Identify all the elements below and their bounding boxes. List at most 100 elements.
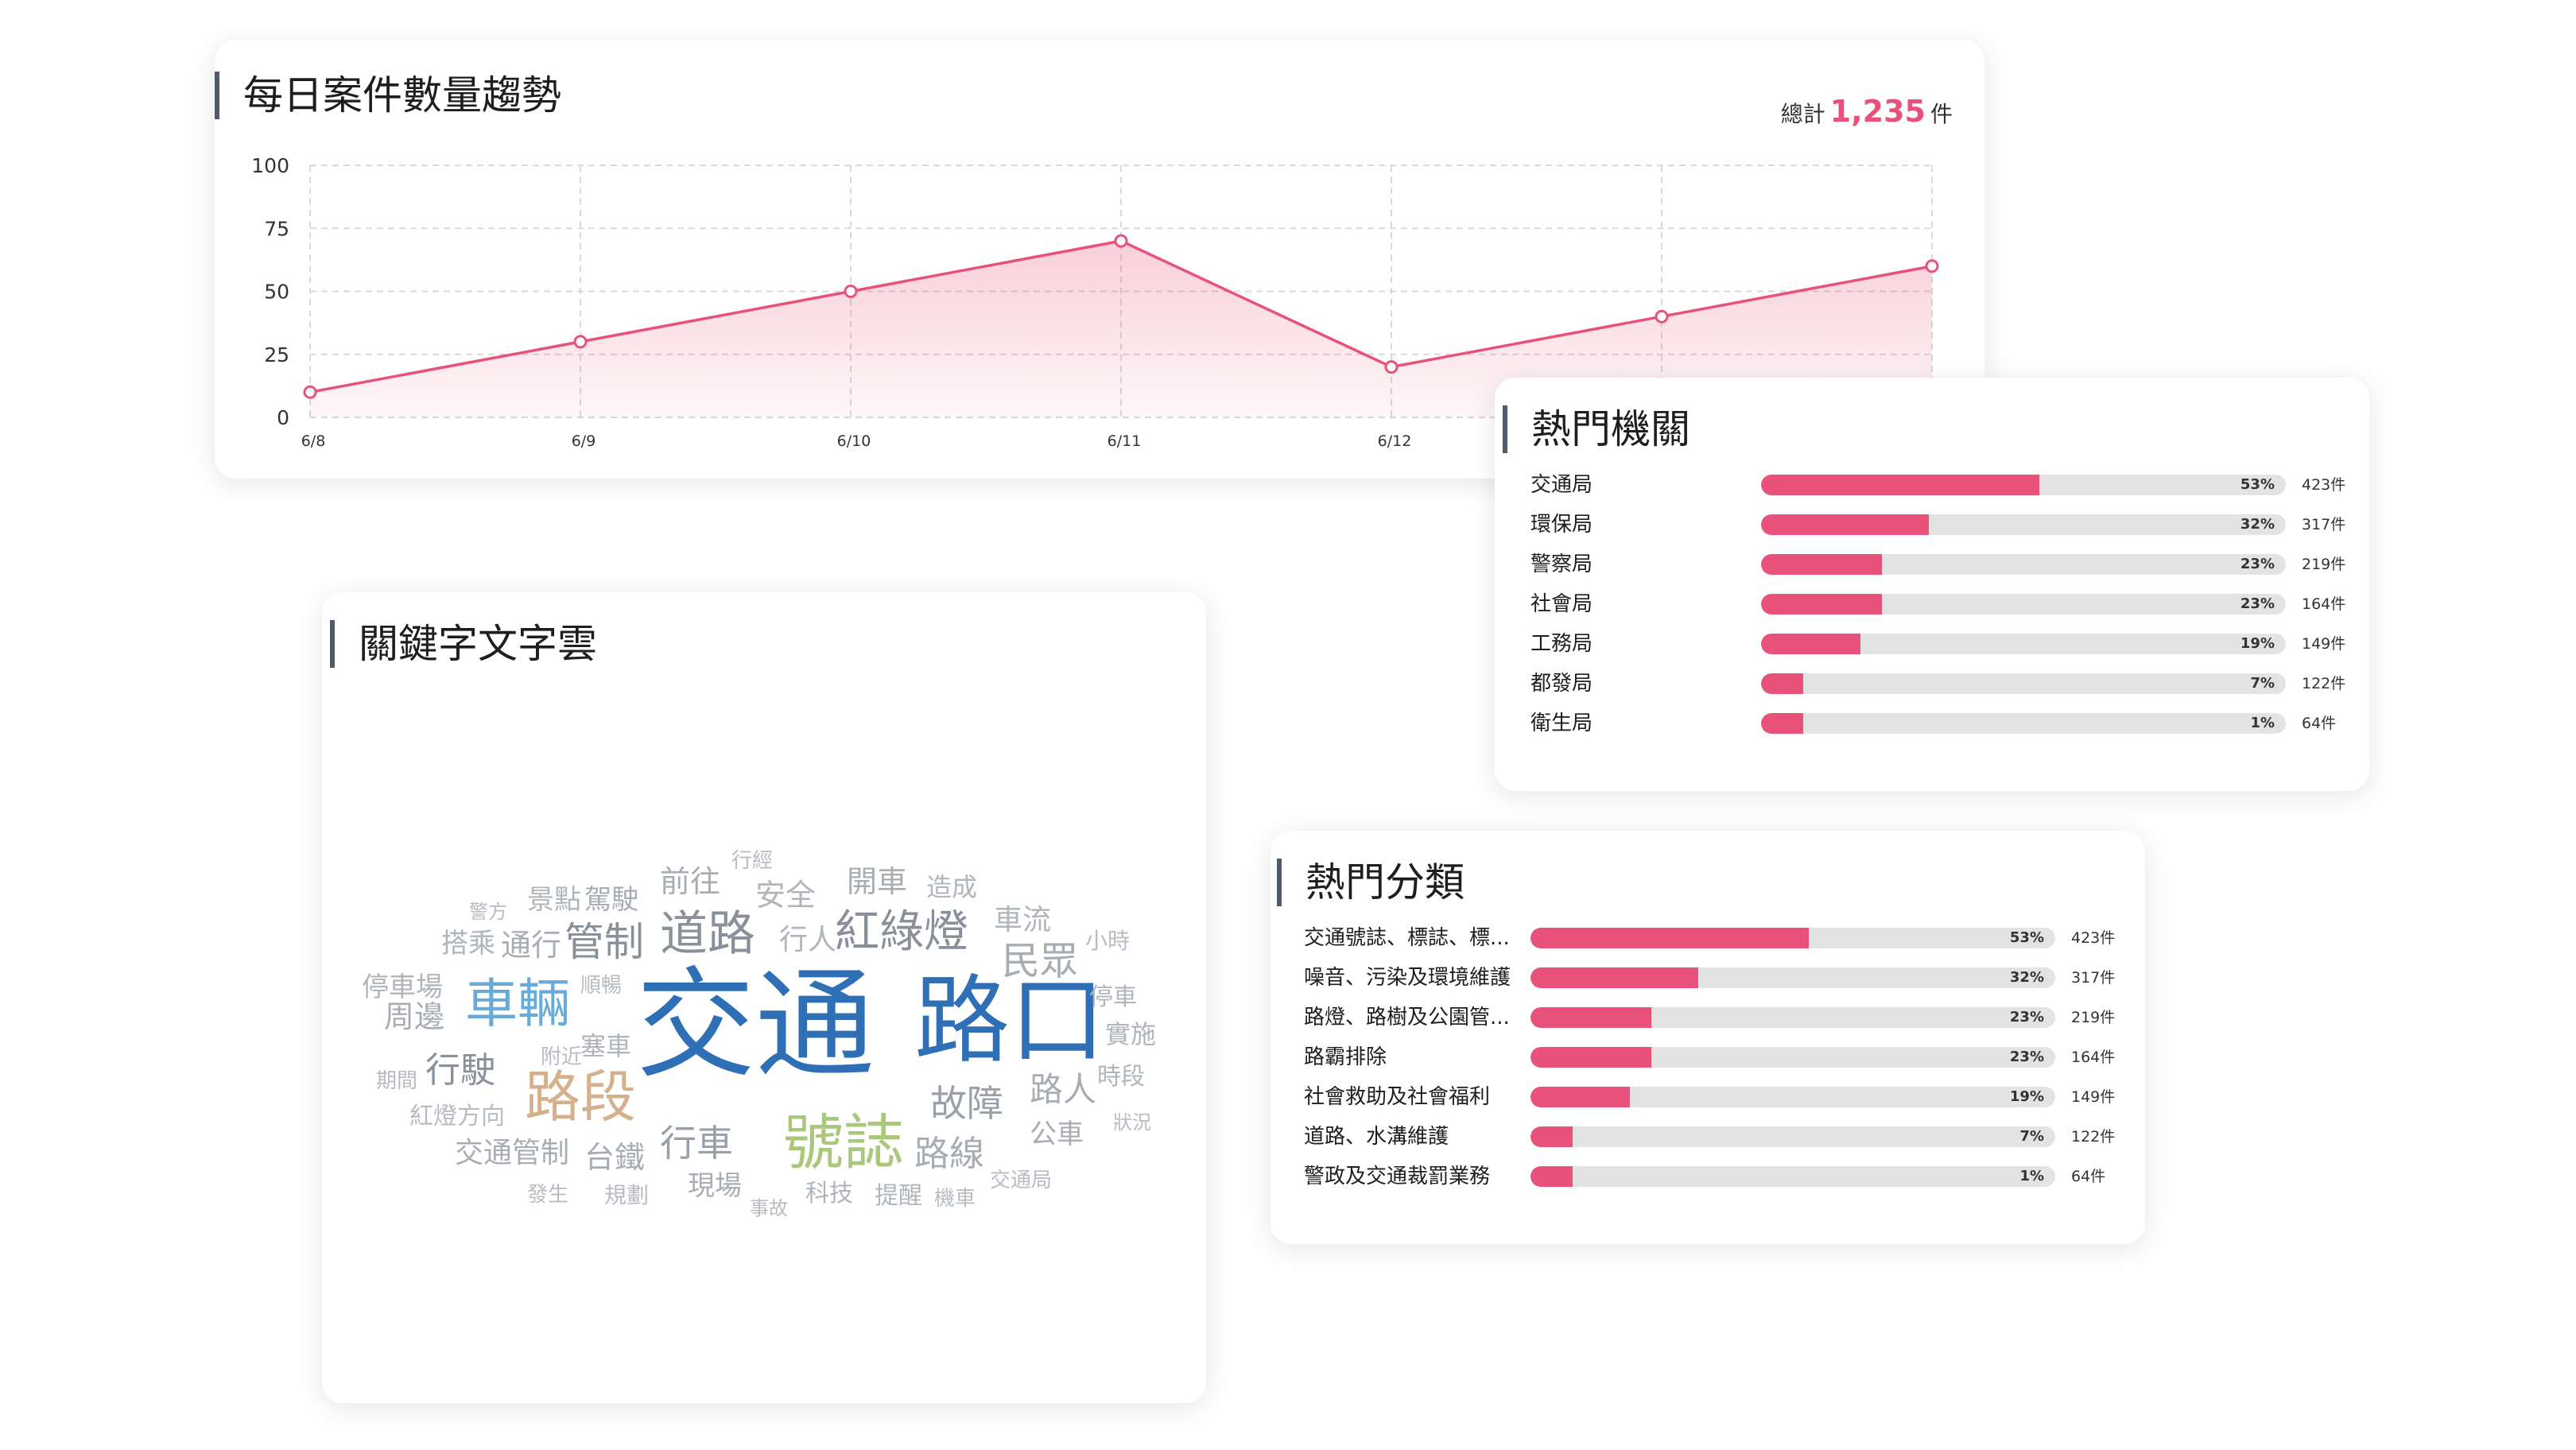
bar-count: 164件 — [2071, 1049, 2116, 1066]
cloud-word[interactable]: 管制 — [564, 919, 644, 965]
bar-count: 423件 — [2071, 929, 2116, 947]
bar-percent: 23% — [2009, 1009, 2044, 1025]
bar-track — [1530, 967, 2055, 988]
cloud-word[interactable]: 現場 — [688, 1170, 742, 1202]
cloud-word[interactable]: 景點 — [527, 884, 581, 916]
cloud-word[interactable]: 交通 — [636, 956, 875, 1095]
bar-percent: 19% — [2009, 1088, 2044, 1105]
bar-percent: 32% — [2009, 969, 2044, 986]
cloud-word[interactable]: 事故 — [750, 1197, 788, 1219]
cloud-word[interactable]: 紅綠燈 — [835, 906, 968, 958]
cloud-word[interactable]: 路段 — [525, 1064, 636, 1130]
bar-row[interactable]: 噪音、污染及環境維護 32% 317件 — [1304, 958, 2115, 998]
bar-row[interactable]: 工務局 19% 149件 — [1530, 624, 2345, 664]
bar-percent: 23% — [2009, 1049, 2044, 1065]
cloud-word[interactable]: 科技 — [805, 1180, 853, 1208]
bar-label: 交通號誌、標誌、標... — [1304, 926, 1510, 950]
bar-percent: 23% — [2240, 556, 2275, 572]
cloud-word[interactable]: 停車場 — [362, 971, 443, 1003]
cloud-word[interactable]: 台鐵 — [584, 1140, 646, 1175]
total-suffix: 件 — [1930, 101, 1953, 127]
cloud-word[interactable]: 順暢 — [580, 974, 623, 998]
cloud-word[interactable]: 交通管制 — [455, 1137, 570, 1169]
bar-track — [1530, 1166, 2055, 1187]
cloud-word[interactable]: 造成 — [926, 872, 978, 902]
bar-percent: 1% — [2250, 715, 2275, 731]
cloud-word[interactable]: 路口 — [914, 966, 1105, 1076]
bar-fill — [1530, 1047, 1651, 1068]
cloud-word[interactable]: 附近 — [541, 1045, 583, 1069]
cloud-word[interactable]: 駕駛 — [584, 884, 638, 916]
cloud-word[interactable]: 行人 — [779, 924, 837, 956]
cloud-word[interactable]: 行車 — [660, 1122, 733, 1165]
cloud-word[interactable]: 規劃 — [604, 1182, 650, 1208]
bar-row[interactable]: 都發局 7% 122件 — [1530, 664, 2345, 704]
bar-row[interactable]: 環保局 32% 317件 — [1530, 505, 2345, 545]
bar-track — [1530, 1087, 2055, 1107]
cloud-word[interactable]: 行經 — [731, 849, 774, 873]
bar-fill — [1530, 928, 1809, 948]
wordcloud-card: 關鍵字文字雲 交通 路口 車輛 路段 號誌 道路 紅綠燈 管制 行駛 故障 行車 路線 民眾 路人 周邊 停車… — [322, 592, 1206, 1403]
wordcloud-title: 關鍵字文字雲 — [330, 620, 597, 668]
bar-count: 219件 — [2302, 556, 2346, 573]
bar-fill — [1761, 673, 1803, 694]
x-tick-label: 6/9 — [572, 432, 596, 450]
bar-row[interactable]: 路燈、路樹及公園管... 23% 219件 — [1304, 998, 2115, 1037]
cloud-word[interactable]: 狀況 — [1113, 1111, 1151, 1134]
cloud-word[interactable]: 搭乘 — [441, 928, 495, 960]
cloud-word[interactable]: 警方 — [469, 901, 507, 923]
data-point — [1925, 259, 1939, 273]
cloud-word[interactable]: 小時 — [1085, 928, 1131, 954]
bar-row[interactable]: 社會局 23% 164件 — [1530, 584, 2345, 624]
bar-row[interactable]: 警政及交通裁罰業務 1% 64件 — [1304, 1157, 2115, 1196]
bar-row[interactable]: 衛生局 1% 64件 — [1530, 704, 2341, 743]
cloud-word[interactable]: 號誌 — [783, 1107, 904, 1178]
total-count: 總計 1,235 件 — [1781, 94, 1953, 129]
bar-row[interactable]: 交通號誌、標誌、標... 53% 423件 — [1304, 918, 2115, 958]
cloud-word[interactable]: 期間 — [376, 1069, 418, 1093]
bar-label: 路霸排除 — [1304, 1045, 1387, 1069]
cloud-word[interactable]: 機車 — [934, 1187, 976, 1211]
bar-count: 64件 — [2302, 715, 2337, 732]
bar-row[interactable]: 路霸排除 23% 164件 — [1304, 1037, 2115, 1077]
cloud-word[interactable]: 公車 — [1030, 1119, 1084, 1150]
cloud-word[interactable]: 通行 — [501, 928, 562, 963]
cloud-word[interactable]: 交通局 — [990, 1169, 1053, 1192]
cloud-word[interactable]: 周邊 — [384, 999, 445, 1034]
cloud-word[interactable]: 開車 — [847, 864, 908, 899]
cloud-word[interactable]: 行駛 — [425, 1050, 495, 1091]
bar-percent: 7% — [2250, 675, 2275, 692]
cloud-word[interactable]: 路人 — [1030, 1070, 1097, 1109]
cloud-word[interactable]: 塞車 — [580, 1031, 632, 1061]
cloud-word[interactable]: 發生 — [527, 1183, 569, 1207]
cloud-word[interactable]: 道路 — [660, 906, 755, 962]
cloud-word[interactable]: 停車 — [1089, 983, 1137, 1011]
cloud-word[interactable]: 車輛 — [465, 973, 570, 1034]
bar-percent: 32% — [2240, 516, 2275, 533]
bar-percent: 7% — [2019, 1128, 2044, 1145]
cloud-word[interactable]: 安全 — [755, 878, 817, 913]
bar-row[interactable]: 社會救助及社會福利 19% 149件 — [1304, 1077, 2115, 1117]
cloud-word[interactable]: 實施 — [1105, 1019, 1157, 1049]
bar-track — [1530, 928, 2055, 948]
bar-row[interactable]: 警察局 23% 219件 — [1530, 545, 2345, 584]
cloud-word[interactable]: 民眾 — [1002, 939, 1079, 983]
agencies-card: 熱門機關 交通局 53% 423件 環保局 32% 317件 警察局 23% 219件 社會局 23… — [1495, 378, 2369, 791]
bar-fill — [1761, 514, 1930, 535]
cloud-word[interactable]: 車流 — [994, 904, 1052, 936]
bar-percent: 1% — [2019, 1168, 2044, 1184]
cloud-word[interactable]: 紅燈方向 — [409, 1103, 505, 1130]
bar-fill — [1530, 1087, 1631, 1107]
bar-row[interactable]: 道路、水溝維護 7% 122件 — [1304, 1117, 2115, 1157]
cloud-word[interactable]: 故障 — [930, 1082, 1003, 1125]
categories-title: 熱門分類 — [1277, 859, 1465, 906]
x-tick-label: 6/11 — [1108, 432, 1142, 450]
y-tick-label: 25 — [264, 343, 289, 366]
bar-percent: 53% — [2009, 929, 2044, 946]
cloud-word[interactable]: 時段 — [1097, 1063, 1145, 1091]
cloud-word[interactable]: 提醒 — [875, 1182, 922, 1210]
bar-fill — [1761, 475, 2039, 495]
cloud-word[interactable]: 路線 — [914, 1134, 984, 1174]
cloud-word[interactable]: 前往 — [660, 864, 721, 899]
bar-row[interactable]: 交通局 53% 423件 — [1530, 465, 2345, 505]
